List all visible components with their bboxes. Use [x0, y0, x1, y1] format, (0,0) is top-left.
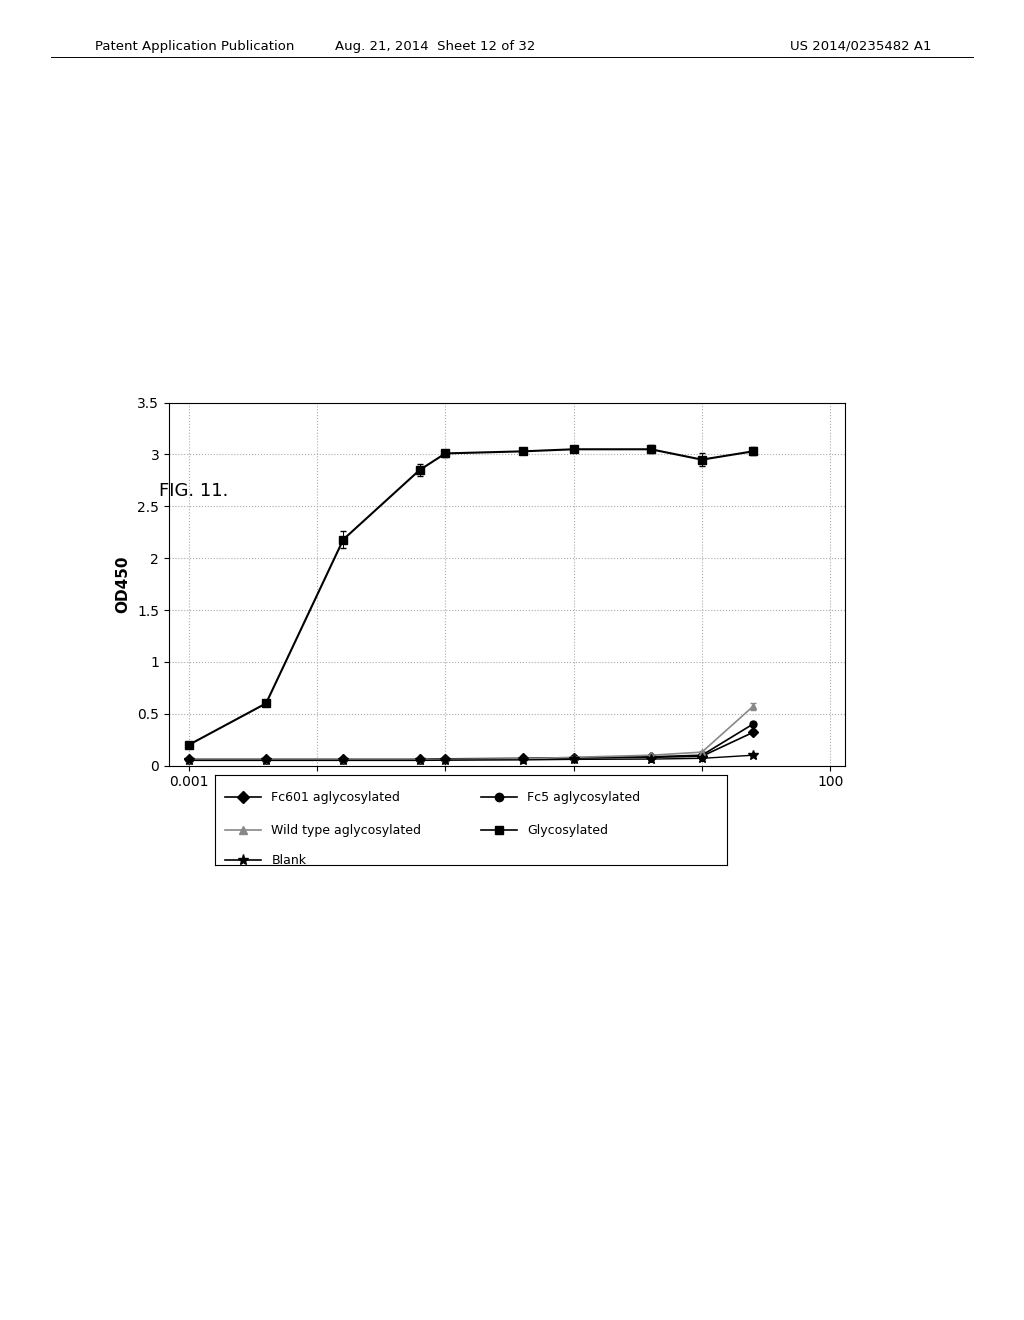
Text: Aug. 21, 2014  Sheet 12 of 32: Aug. 21, 2014 Sheet 12 of 32	[335, 40, 536, 53]
Text: US 2014/0235482 A1: US 2014/0235482 A1	[791, 40, 932, 53]
Y-axis label: OD450: OD450	[116, 556, 130, 612]
Text: Wild type aglycosylated: Wild type aglycosylated	[271, 824, 421, 837]
Text: Fc601 aglycosylated: Fc601 aglycosylated	[271, 791, 400, 804]
Text: Blank: Blank	[271, 854, 306, 867]
Text: FIG. 11.: FIG. 11.	[159, 482, 228, 500]
X-axis label: FcγRIIa-GST concentration (µg/ml): FcγRIIa-GST concentration (µg/ml)	[359, 796, 654, 812]
Text: Fc5 aglycosylated: Fc5 aglycosylated	[527, 791, 640, 804]
Text: Patent Application Publication: Patent Application Publication	[95, 40, 295, 53]
Text: Glycosylated: Glycosylated	[527, 824, 608, 837]
